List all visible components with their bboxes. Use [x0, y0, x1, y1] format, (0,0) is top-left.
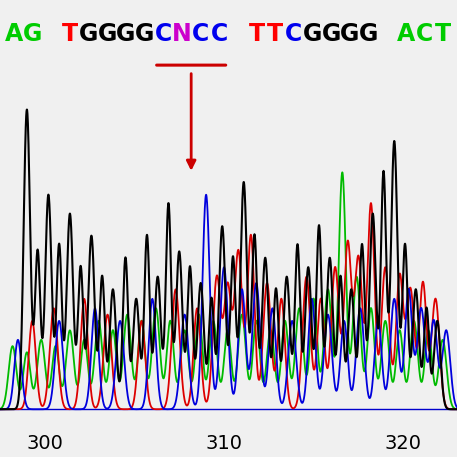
Text: G: G — [303, 22, 322, 46]
Text: N: N — [172, 22, 192, 46]
Text: C: C — [154, 22, 172, 46]
Text: G: G — [97, 22, 117, 46]
Text: C: C — [192, 22, 209, 46]
Text: G: G — [116, 22, 136, 46]
Text: G: G — [321, 22, 341, 46]
Text: A: A — [5, 22, 23, 46]
Text: T: T — [435, 22, 451, 46]
Text: T: T — [62, 22, 78, 46]
Text: A: A — [397, 22, 415, 46]
Text: G: G — [23, 22, 42, 46]
Text: C: C — [416, 22, 433, 46]
Text: T: T — [267, 22, 283, 46]
Text: G: G — [79, 22, 98, 46]
Text: C: C — [285, 22, 303, 46]
Text: G: G — [359, 22, 378, 46]
Text: G: G — [340, 22, 360, 46]
Text: C: C — [211, 22, 228, 46]
Text: T: T — [249, 22, 265, 46]
Text: G: G — [135, 22, 154, 46]
